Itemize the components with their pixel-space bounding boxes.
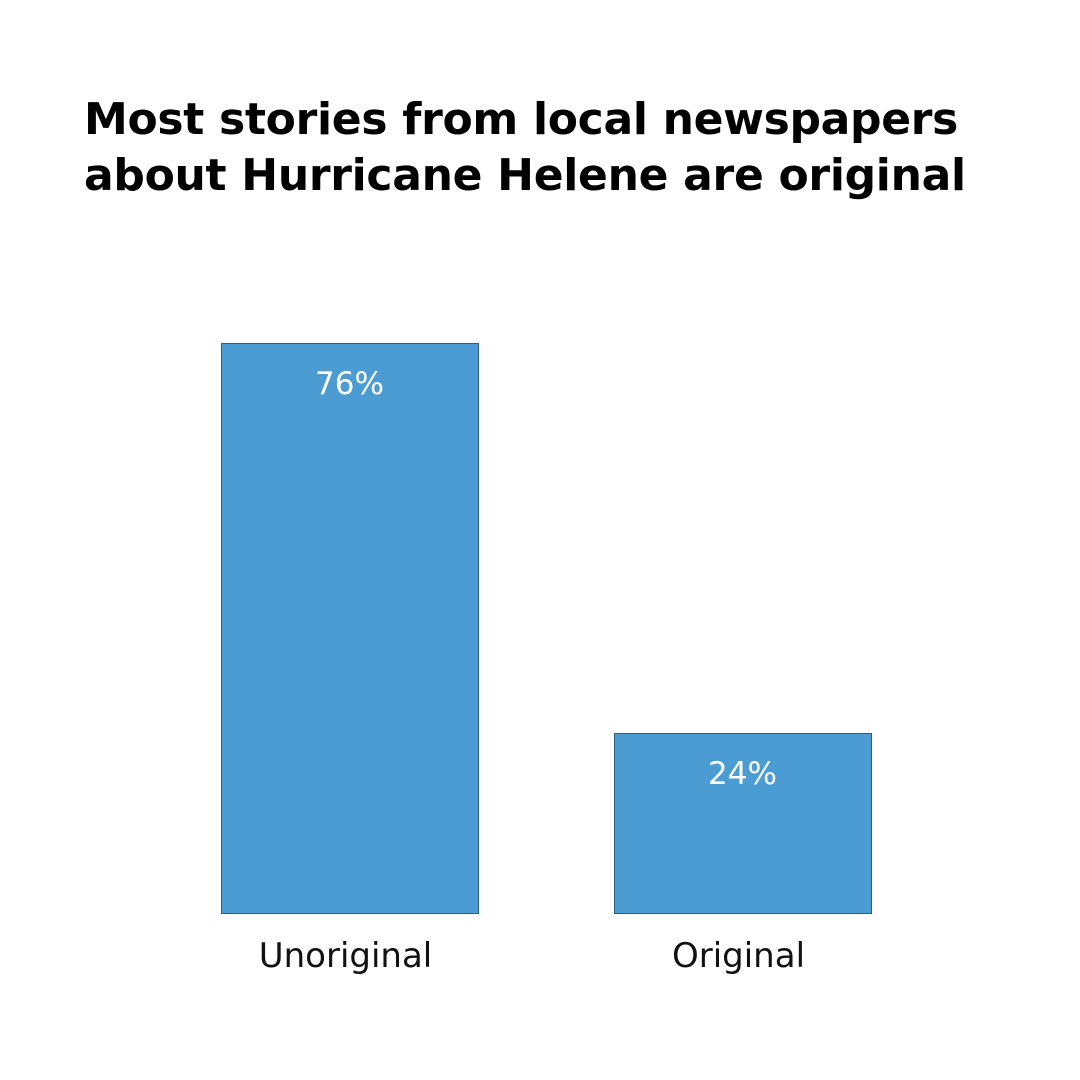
chart-title-line-2: about Hurricane Helene are original: [84, 150, 966, 201]
tick-label-unoriginal: Unoriginal: [259, 936, 433, 976]
bar-original: [614, 733, 872, 914]
bar-unoriginal: [221, 343, 479, 914]
data-label-unoriginal: 76%: [315, 366, 384, 402]
tick-label-original: Original: [672, 936, 805, 976]
data-label-original: 24%: [708, 756, 777, 792]
chart-title: Most stories from local newspapers about…: [84, 92, 1044, 204]
chart-title-line-1: Most stories from local newspapers: [84, 94, 959, 145]
